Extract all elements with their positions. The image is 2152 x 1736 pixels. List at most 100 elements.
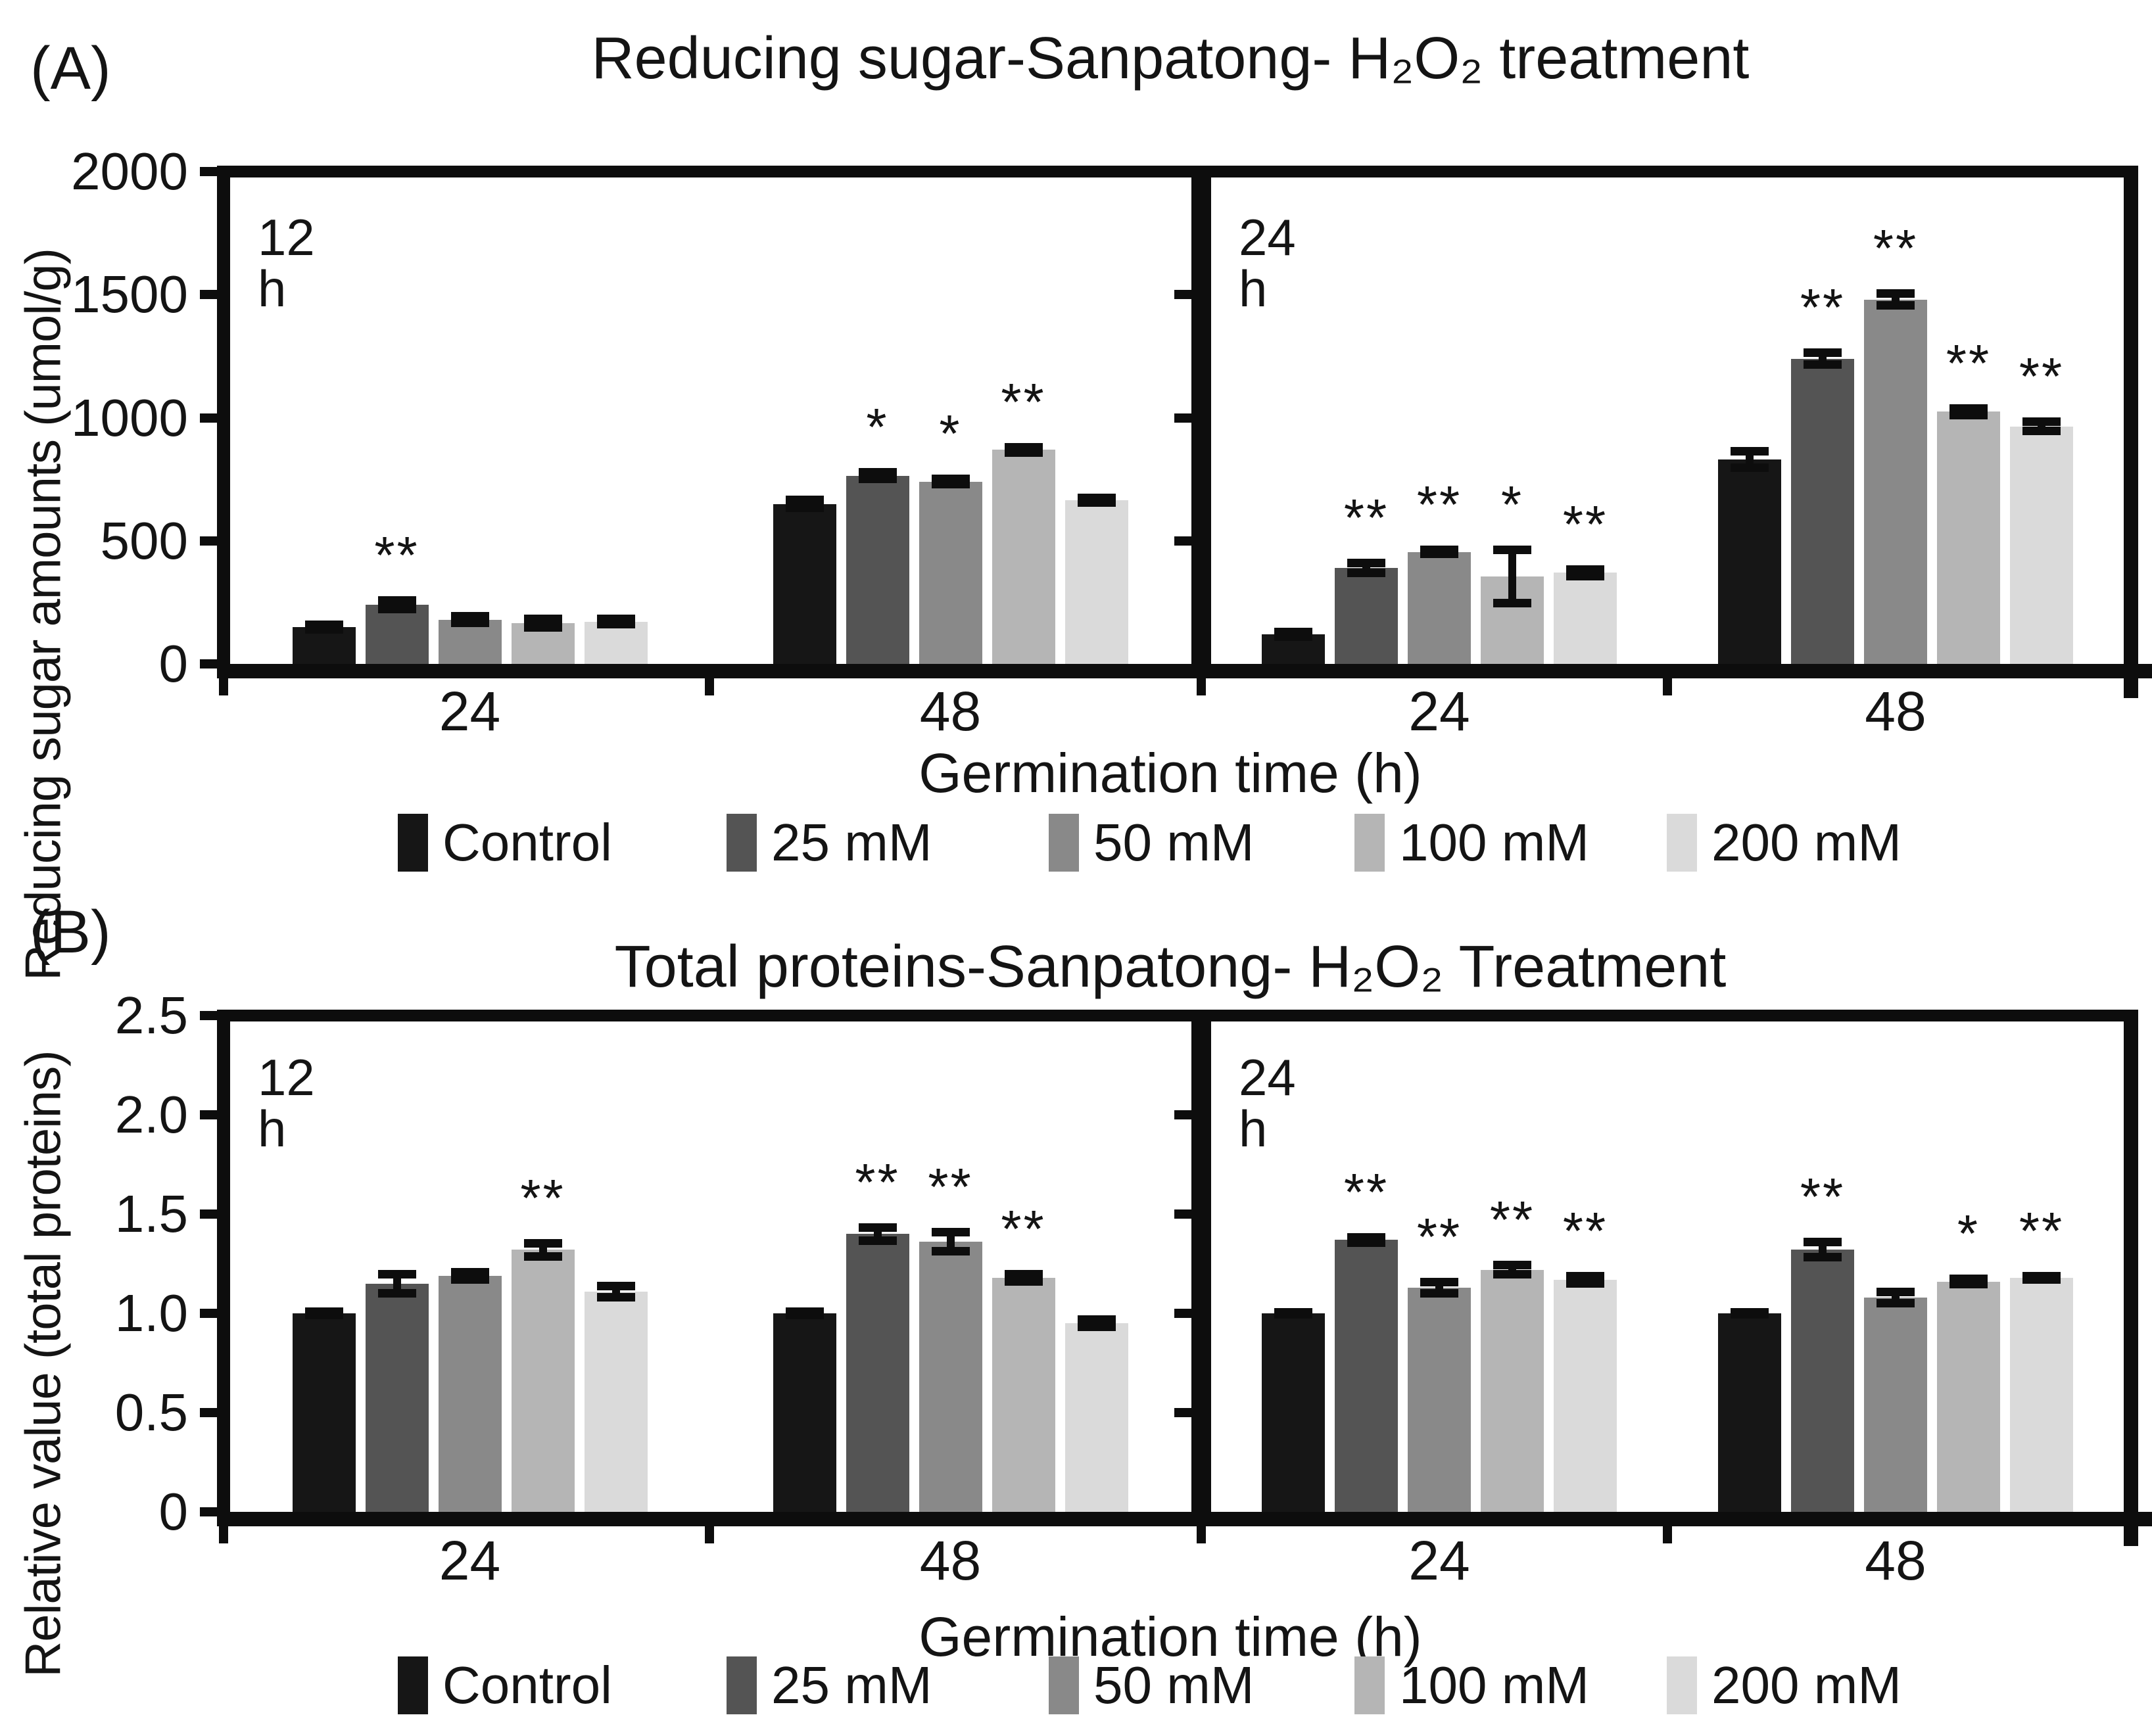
y-tick-label: 0: [158, 634, 189, 693]
legend-label: 25 mM: [771, 813, 932, 872]
x-axis-tick: [1663, 678, 1672, 695]
error-bar-cap-top: [858, 467, 897, 477]
bar-200-mm: [1554, 1279, 1617, 1512]
error-bar-cap-bottom: [1077, 1323, 1116, 1332]
subplot-divider-line: [1191, 166, 1211, 678]
error-bar-cap-top: [1493, 1261, 1531, 1269]
error-bar-cap-top: [1731, 447, 1769, 456]
plot-right-border: [2124, 1010, 2138, 1546]
significance-marker: *: [1957, 1204, 1980, 1263]
legend-item-200-mm: 200 mM: [1667, 814, 1949, 873]
x-axis-line: [217, 1512, 2152, 1526]
bar-control: [1262, 1313, 1325, 1512]
bar-control: [1718, 1313, 1781, 1512]
plot-top-border: [217, 1010, 2138, 1021]
x-axis-tick: [2126, 1526, 2136, 1543]
y-tick-label: 1500: [71, 265, 188, 324]
significance-marker: **: [1800, 278, 1846, 337]
error-bar-cap-bottom: [785, 1311, 824, 1320]
y-axis-tick: [200, 1011, 217, 1020]
panel-b-y-axis-label: Relative value (total proteins): [15, 1050, 72, 1677]
error-bar-cap-top: [1804, 348, 1842, 358]
error-bar-cap-bottom: [450, 619, 489, 628]
error-bar-cap-bottom: [1731, 1309, 1769, 1319]
error-bar-cap-bottom: [931, 1247, 970, 1256]
y-tick-label: 2.5: [114, 986, 188, 1044]
legend-label: 200 mM: [1711, 813, 1901, 872]
error-bar-cap-bottom: [931, 480, 970, 489]
y-tick-label: 0.5: [114, 1383, 188, 1442]
divider-y-tick: [1174, 1209, 1191, 1219]
legend-item-100-mm: 100 mM: [1354, 814, 1637, 873]
bar-50-mm: [1408, 551, 1471, 664]
error-bar-stem: [393, 1273, 401, 1294]
significance-marker: **: [1416, 475, 1462, 534]
error-bar-cap-top: [1077, 1315, 1116, 1325]
error-bar-cap-bottom: [596, 620, 635, 629]
panel-a-title: Reducing sugar-Sanpatong- H₂O₂ treatment: [591, 26, 1750, 91]
error-bar-cap-bottom: [1731, 463, 1769, 473]
error-bar-cap-top: [377, 1269, 416, 1279]
error-bar-cap-bottom: [377, 1288, 416, 1298]
panel-a-x-axis-label: Germination time (h): [919, 742, 1422, 804]
y-axis-tick: [200, 1507, 217, 1516]
x-axis-tick: [1197, 1526, 1206, 1543]
plot-top-border: [217, 166, 2138, 177]
error-bar-cap-top: [1877, 1287, 1915, 1296]
panel-b-letter: (B): [30, 899, 111, 966]
error-bar-cap-bottom: [1493, 599, 1531, 608]
error-bar-cap-bottom: [1949, 1280, 1988, 1289]
significance-marker: **: [520, 1168, 565, 1227]
error-bar-cap-top: [858, 1223, 897, 1232]
x-group-label: 24: [439, 1530, 501, 1591]
legend-label: 25 mM: [771, 1656, 932, 1714]
bar-100-mm: [992, 450, 1055, 664]
error-bar-cap-bottom: [304, 1311, 343, 1320]
error-bar-stem: [946, 1232, 955, 1252]
error-bar-cap-bottom: [1804, 360, 1842, 369]
significance-marker: **: [1001, 1199, 1046, 1258]
divider-y-tick: [1174, 1408, 1191, 1417]
legend-swatch: [1667, 1656, 1697, 1714]
y-tick-label: 500: [100, 511, 188, 570]
legend-swatch: [727, 1656, 757, 1714]
bar-25-mm: [846, 475, 909, 664]
error-bar-cap-top: [1804, 1238, 1842, 1247]
x-axis-tick: [705, 678, 714, 695]
x-group-label: 48: [919, 1530, 982, 1591]
bar-control: [773, 504, 836, 664]
significance-marker: *: [1500, 475, 1524, 534]
bar-200-mm: [1064, 500, 1128, 664]
divider-y-tick: [1174, 1110, 1191, 1119]
error-bar-cap-top: [2022, 417, 2061, 427]
error-bar-cap-top: [1566, 565, 1604, 574]
error-bar-cap-bottom: [1804, 1253, 1842, 1262]
bar-25-mm: [365, 1283, 429, 1512]
bar-25-mm: [365, 605, 429, 664]
subplot-duration-label: 12 h: [258, 1048, 315, 1158]
significance-marker: **: [1343, 1162, 1389, 1221]
error-bar-cap-bottom: [2022, 1275, 2061, 1284]
error-bar-cap-top: [523, 615, 562, 624]
error-bar-cap-top: [1347, 558, 1385, 567]
x-group-label: 24: [1408, 680, 1470, 742]
error-bar-cap-bottom: [1420, 550, 1458, 559]
error-bar-cap-top: [450, 1267, 489, 1277]
y-axis-line: [217, 1010, 230, 1526]
y-axis-tick: [200, 1209, 217, 1219]
error-bar-cap-bottom: [1566, 1279, 1604, 1288]
divider-y-tick: [1174, 536, 1191, 546]
bar-100-mm: [992, 1277, 1055, 1512]
error-bar-cap-bottom: [1566, 572, 1604, 581]
error-bar-cap-top: [523, 1238, 562, 1248]
error-bar-cap-bottom: [1347, 569, 1385, 578]
error-bar-cap-bottom: [523, 622, 562, 632]
legend-swatch: [1354, 1656, 1385, 1714]
subplot-duration-label: 12 h: [258, 208, 315, 317]
legend-item-25-mm: 25 mM: [727, 814, 1009, 873]
subplot-divider-line: [1191, 1010, 1211, 1526]
x-axis-tick: [2126, 678, 2136, 695]
significance-marker: **: [1001, 372, 1046, 431]
significance-marker: **: [855, 1152, 900, 1211]
legend-item-control: Control: [398, 814, 681, 873]
